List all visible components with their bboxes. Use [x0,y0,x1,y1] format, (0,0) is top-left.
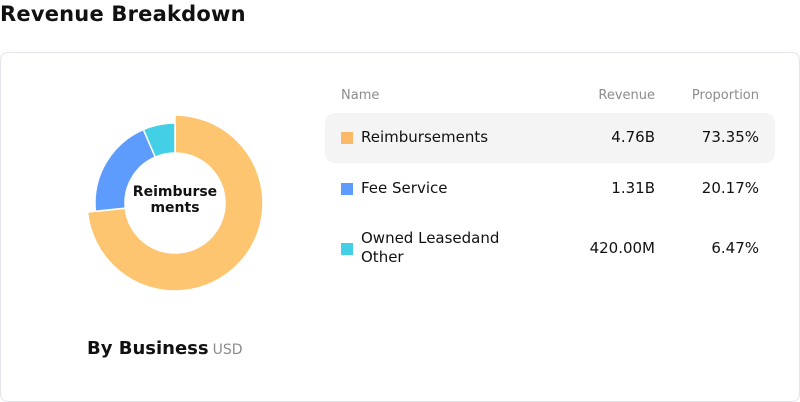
header-proportion: Proportion [691,88,759,103]
table-row[interactable]: Fee Service 1.31B 20.17% [325,163,775,213]
donut-center-label: Reimburse ments [132,184,218,216]
legend-swatch [341,243,353,255]
table-row[interactable]: Reimbursements 4.76B 73.35% [325,113,775,163]
row-name: Reimbursements [361,128,489,146]
unit-label: USD [212,342,243,358]
page-title: Revenue Breakdown [0,2,246,26]
row-name: Owned Leasedand Other [361,229,500,266]
row-proportion: 73.35% [701,128,759,146]
table-header: Name Revenue Proportion [325,86,775,106]
legend-table: Name Revenue Proportion Reimbursements 4… [325,86,775,273]
donut-slice-owned-leasedand-other[interactable] [142,122,176,159]
donut-slice-reimbursements[interactable] [86,114,264,292]
legend-swatch [341,132,353,144]
row-name: Fee Service [361,179,448,197]
chart-title: By Business USD [87,338,243,359]
legend-swatch [341,183,353,195]
chart-title-text: By Business [87,338,209,359]
row-proportion: 20.17% [701,179,759,197]
donut-chart [86,114,264,292]
header-name: Name [341,88,380,103]
row-proportion: 6.47% [711,239,759,257]
table-row[interactable]: Owned Leasedand Other 420.00M 6.47% [325,213,775,273]
header-revenue: Revenue [598,88,655,103]
row-revenue: 1.31B [611,179,655,197]
row-revenue: 4.76B [611,128,655,146]
row-revenue: 420.00M [589,239,655,257]
